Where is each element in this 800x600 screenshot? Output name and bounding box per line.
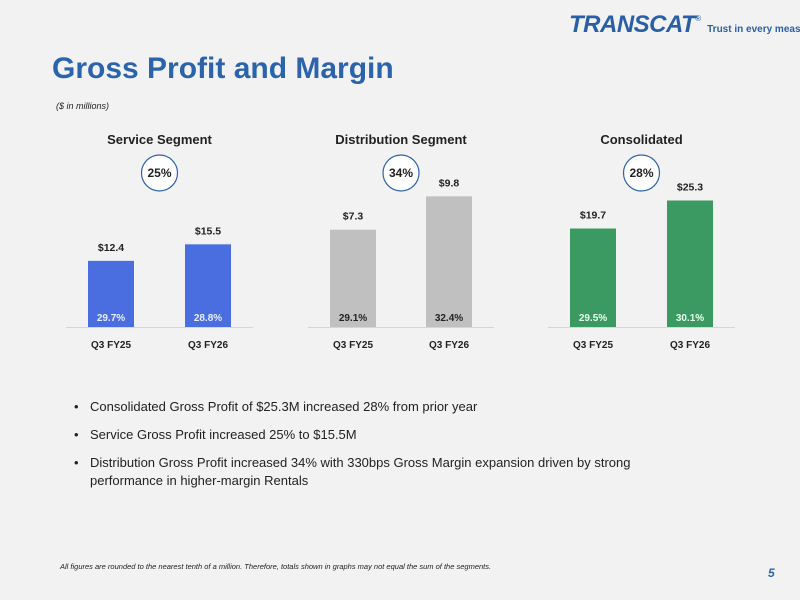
service-bar-q3-fy26: [185, 244, 231, 327]
distribution-value-label-q3-fy25: $7.3: [343, 211, 364, 223]
page-title: Gross Profit and Margin: [52, 52, 394, 85]
distribution-bar-q3-fy25: [330, 229, 376, 327]
logo-tagline: Trust in every measure: [707, 24, 800, 35]
consolidated-margin-label-q3-fy25: 29.5%: [579, 313, 607, 324]
service-margin-label-q3-fy26: 28.8%: [194, 313, 222, 324]
distribution-margin-label-q3-fy25: 29.1%: [339, 313, 367, 324]
consolidated-tick-label-q3-fy25: Q3 FY25: [573, 340, 613, 351]
service-chart-title: Service Segment: [107, 132, 212, 147]
distribution-bar-q3-fy26: [426, 196, 472, 327]
service-growth-label: 25%: [147, 166, 171, 180]
page-number: 5: [768, 566, 775, 580]
bullet-consolidated: Consolidated Gross Profit of $25.3M incr…: [72, 398, 702, 416]
gross-profit-charts: Service Segment $12.4 29.7% Q3 FY25 $15.5 28.…: [66, 132, 735, 351]
service-growth-badge: [140, 154, 179, 192]
consolidated-tick-label-q3-fy26: Q3 FY26: [670, 340, 710, 351]
consolidated-bar-q3-fy26: [667, 200, 713, 327]
consolidated-value-label-q3-fy25: $19.7: [580, 210, 606, 222]
units-subtitle: ($ in millions): [56, 101, 110, 111]
bullet-service: Service Gross Profit increased 25% to $1…: [72, 426, 702, 444]
distribution-margin-label-q3-fy26: 32.4%: [435, 313, 463, 324]
distribution-growth-badge: [382, 154, 420, 192]
service-tick-label-q3-fy26: Q3 FY26: [188, 340, 228, 351]
key-points-list: Consolidated Gross Profit of $25.3M incr…: [72, 398, 702, 500]
distribution-chart-title: Distribution Segment: [335, 132, 467, 147]
consolidated-chart-title: Consolidated: [600, 132, 682, 147]
consolidated-value-label-q3-fy26: $25.3: [677, 182, 703, 194]
distribution-tick-label-q3-fy26: Q3 FY26: [429, 340, 469, 351]
service-value-label-q3-fy26: $15.5: [195, 225, 221, 237]
service-margin-label-q3-fy25: 29.7%: [97, 313, 125, 324]
service-tick-label-q3-fy25: Q3 FY25: [91, 340, 131, 351]
logo-registered-mark: ®: [695, 14, 702, 23]
bullet-distribution: Distribution Gross Profit increased 34% …: [72, 454, 702, 490]
distribution-tick-label-q3-fy25: Q3 FY25: [333, 340, 373, 351]
logo-wordmark: TRANSCAT: [569, 11, 696, 38]
service-value-label-q3-fy25: $12.4: [98, 242, 124, 254]
distribution-growth-label: 34%: [389, 166, 413, 180]
consolidated-growth-label: 28%: [629, 166, 653, 180]
consolidated-bar-q3-fy25: [570, 228, 616, 327]
consolidated-growth-badge: [622, 154, 661, 192]
rounding-footnote: All figures are rounded to the nearest t…: [60, 562, 492, 571]
transcat-logo: TRANSCAT ® Trust in every measure: [569, 12, 800, 38]
consolidated-margin-label-q3-fy26: 30.1%: [676, 313, 704, 324]
distribution-value-label-q3-fy26: $9.8: [439, 177, 460, 189]
service-bar-q3-fy25: [88, 260, 134, 327]
